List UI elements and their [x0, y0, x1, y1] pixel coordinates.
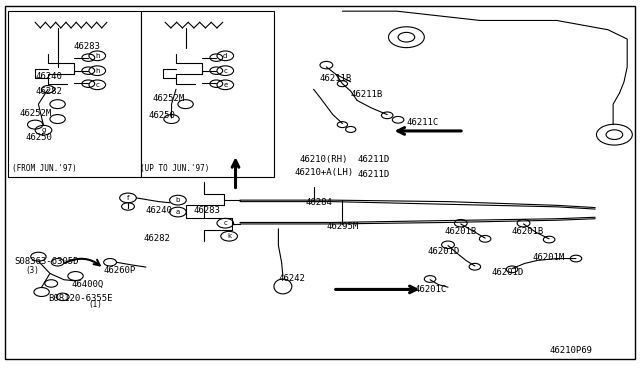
- Text: f: f: [127, 195, 129, 201]
- Text: (1): (1): [88, 300, 102, 309]
- Text: (FROM JUN.'97): (FROM JUN.'97): [12, 164, 76, 173]
- Text: 46250: 46250: [148, 111, 175, 120]
- Text: 46240: 46240: [35, 72, 62, 81]
- Text: 46201C: 46201C: [415, 285, 447, 294]
- Text: 46201D: 46201D: [492, 268, 524, 277]
- Text: 46201D: 46201D: [428, 247, 460, 256]
- Text: d: d: [223, 53, 227, 59]
- Text: 46242: 46242: [278, 274, 305, 283]
- Text: 46282: 46282: [35, 87, 62, 96]
- Bar: [8, 11, 141, 177]
- Text: c: c: [223, 68, 227, 74]
- Text: 46260P: 46260P: [104, 266, 136, 275]
- Text: 46211D: 46211D: [357, 155, 389, 164]
- Text: B08120-6355E: B08120-6355E: [48, 294, 113, 303]
- Text: 46283: 46283: [193, 206, 220, 215]
- Text: (UP TO JUN.'97): (UP TO JUN.'97): [140, 164, 209, 173]
- Text: 46282: 46282: [144, 234, 171, 243]
- Text: 46210+A(LH): 46210+A(LH): [294, 169, 353, 177]
- Text: e: e: [223, 82, 227, 88]
- Text: 46211B: 46211B: [351, 90, 383, 99]
- Text: b: b: [176, 197, 180, 203]
- Text: 46201B: 46201B: [445, 227, 477, 236]
- Text: (3): (3): [26, 266, 40, 275]
- Text: h: h: [95, 53, 100, 59]
- Text: 46250: 46250: [26, 133, 52, 142]
- Text: 46252M: 46252M: [19, 109, 51, 118]
- Text: 46240: 46240: [146, 206, 173, 215]
- Text: 46201B: 46201B: [512, 227, 544, 236]
- Text: a: a: [176, 209, 180, 215]
- Bar: [141, 11, 274, 177]
- Text: 46283: 46283: [74, 42, 100, 51]
- Text: 46211D: 46211D: [357, 170, 389, 179]
- Text: c: c: [223, 220, 227, 226]
- Text: 46295M: 46295M: [326, 222, 358, 231]
- Text: k: k: [227, 233, 231, 239]
- Text: 46211C: 46211C: [406, 118, 438, 127]
- Text: S08363-6305D: S08363-6305D: [14, 257, 79, 266]
- Text: 46210(RH): 46210(RH): [300, 155, 348, 164]
- Text: 46210P69: 46210P69: [549, 346, 592, 355]
- Text: 46400Q: 46400Q: [72, 280, 104, 289]
- Text: 46252M: 46252M: [152, 94, 184, 103]
- Text: h: h: [95, 68, 100, 74]
- Text: 46201M: 46201M: [532, 253, 564, 262]
- Text: g: g: [42, 127, 45, 133]
- Text: c: c: [95, 82, 99, 88]
- Text: 46284: 46284: [306, 198, 333, 207]
- Text: 46211B: 46211B: [320, 74, 352, 83]
